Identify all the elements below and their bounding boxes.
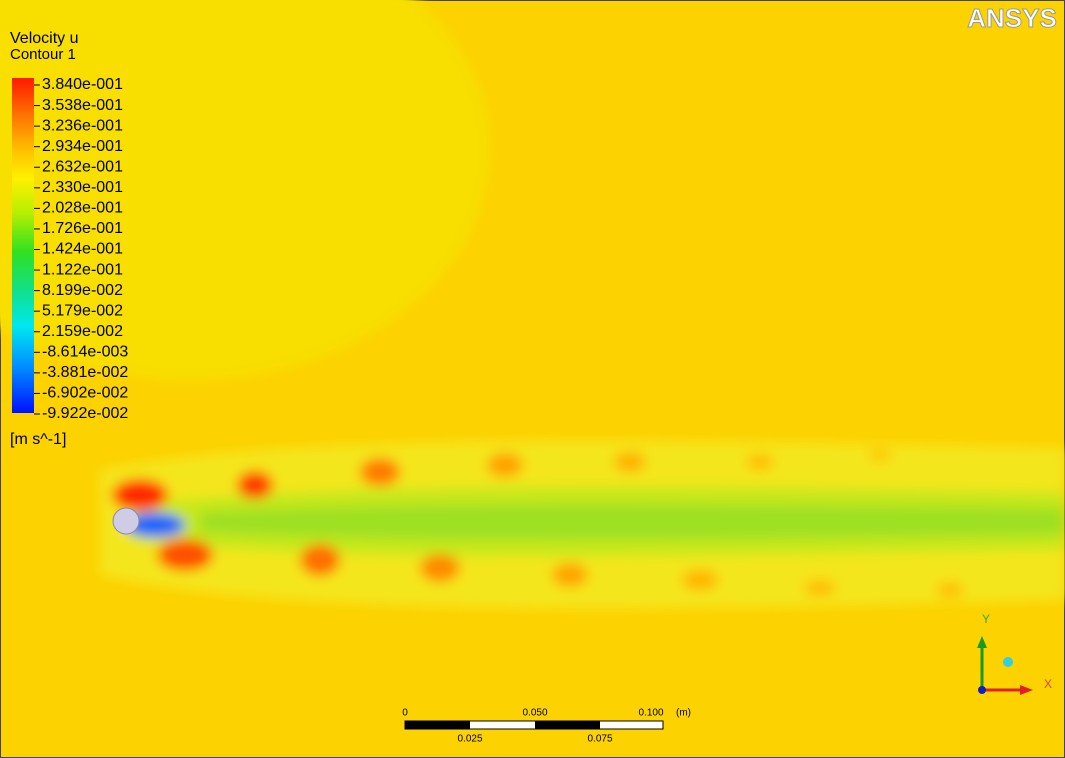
logo: ANSYS <box>967 3 1057 33</box>
legend-level: -3.881e-002 <box>42 364 128 381</box>
eddy <box>682 570 718 590</box>
legend-level: 2.934e-001 <box>42 138 123 155</box>
eddy <box>237 471 273 499</box>
z-axis-dot <box>978 686 986 694</box>
legend-level: -8.614e-003 <box>42 344 128 361</box>
y-axis-label: Y <box>982 612 990 626</box>
scale-label: 0.025 <box>457 734 482 745</box>
eddy <box>552 563 588 587</box>
legend-level: 2.159e-002 <box>42 323 123 340</box>
eddy <box>360 458 400 486</box>
legend-subtitle: Contour 1 <box>10 46 76 63</box>
scale-label: 0 <box>402 708 408 719</box>
legend-levels: 3.840e-001 3.538e-001 3.236e-001 2.934e-001… <box>34 76 128 422</box>
scale-label: 0.050 <box>522 708 547 719</box>
color-bar <box>12 78 34 413</box>
legend-level: 3.236e-001 <box>42 117 123 134</box>
eddy <box>487 453 523 477</box>
eddy <box>868 449 892 461</box>
eddy <box>157 539 213 571</box>
legend-level: 1.424e-001 <box>42 241 123 258</box>
legend-level: 3.538e-001 <box>42 97 123 114</box>
legend-level: -9.922e-002 <box>42 405 128 422</box>
legend-level: 1.122e-001 <box>42 261 123 278</box>
eddy <box>936 582 964 598</box>
x-axis-label: X <box>1044 677 1052 691</box>
scale-label: 0.100 <box>638 708 663 719</box>
wake-core <box>200 504 1065 539</box>
scale-segment <box>405 721 470 729</box>
scale-unit: (m) <box>676 708 691 719</box>
legend-level: -6.902e-002 <box>42 385 128 402</box>
legend-level: 1.726e-001 <box>42 220 123 237</box>
eddy <box>420 554 460 582</box>
legend-level: 2.632e-001 <box>42 158 123 175</box>
eddy <box>112 479 168 511</box>
legend-level: 5.179e-002 <box>42 302 123 319</box>
eddy <box>614 452 646 472</box>
scale-label: 0.075 <box>587 734 612 745</box>
legend-level: 2.028e-001 <box>42 200 123 217</box>
eddy <box>300 544 340 576</box>
legend-level: 2.330e-001 <box>42 179 123 196</box>
view-sphere <box>1003 657 1013 667</box>
legend-level: 3.840e-001 <box>42 76 123 93</box>
eddy <box>746 454 774 470</box>
cylinder <box>113 508 139 534</box>
legend-title: Velocity u <box>10 30 78 47</box>
eddy <box>804 580 836 596</box>
contour-view: ANSYS Velocity u Contour 1 3.840e-001 3.5… <box>0 0 1065 758</box>
scale-segment <box>535 721 600 729</box>
legend-unit: [m s^-1] <box>10 431 66 448</box>
legend-level: 8.199e-002 <box>42 282 123 299</box>
